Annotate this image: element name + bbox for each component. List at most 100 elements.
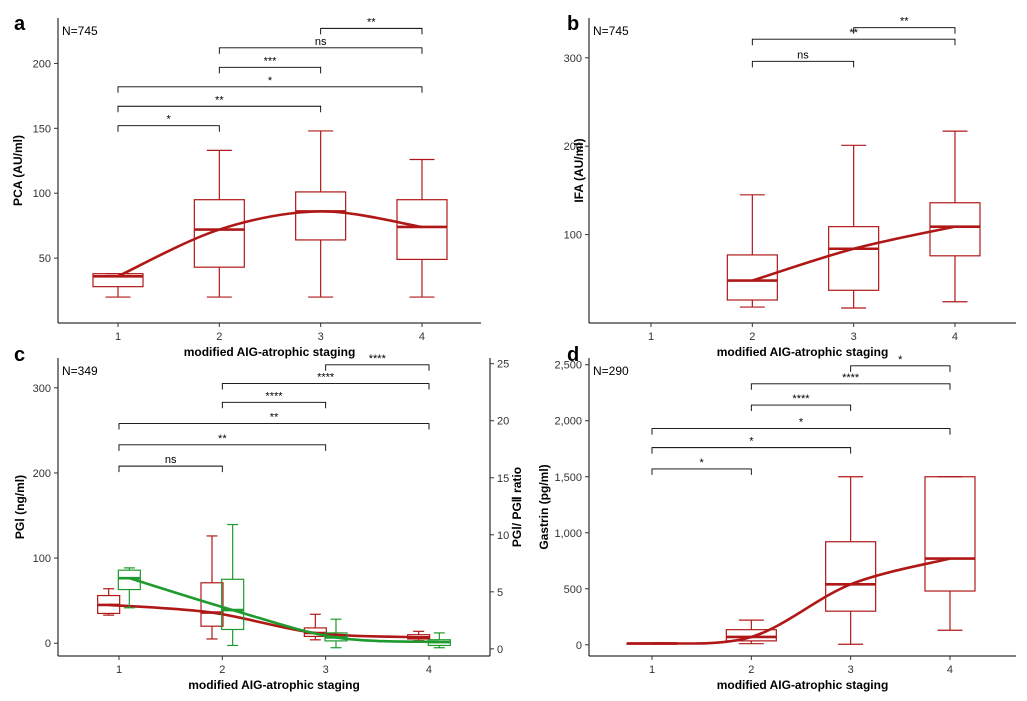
x-axis-title: modified AIG-atrophic staging bbox=[717, 345, 889, 359]
significance-bracket: *** bbox=[218, 55, 322, 74]
iqr-box bbox=[924, 476, 976, 592]
y2-tick-label: 15 bbox=[497, 473, 509, 485]
y-tick-label: 100 bbox=[33, 553, 51, 565]
iqr-box bbox=[929, 202, 981, 257]
y2-tick-label: 0 bbox=[497, 644, 503, 656]
box-box-1 bbox=[92, 273, 144, 298]
bracket-line bbox=[221, 401, 327, 409]
bracket-line bbox=[218, 66, 322, 74]
x-tick-label: 1 bbox=[649, 664, 655, 676]
y-tick-label: 200 bbox=[33, 468, 51, 480]
y-tick-label: 150 bbox=[33, 123, 51, 135]
iqr-box bbox=[117, 569, 141, 591]
panel-label: a bbox=[14, 13, 26, 35]
x-tick-label: 4 bbox=[419, 331, 425, 343]
x-tick-label: 3 bbox=[323, 664, 329, 676]
significance-label: **** bbox=[317, 372, 335, 384]
iqr-box bbox=[725, 629, 777, 642]
y-axis-title: Gastrin (pg/ml) bbox=[537, 464, 551, 549]
y-tick-label: 100 bbox=[33, 188, 51, 200]
x-tick-label: 4 bbox=[947, 664, 953, 676]
bracket-line bbox=[117, 125, 220, 132]
significance-bracket: **** bbox=[221, 390, 327, 409]
box-box-4 bbox=[924, 476, 976, 631]
bracket-line bbox=[118, 444, 327, 451]
significance-label: ** bbox=[367, 16, 376, 28]
significance-label: * bbox=[898, 354, 903, 366]
x-tick-label: 1 bbox=[648, 331, 654, 343]
bracket-line bbox=[651, 428, 951, 435]
significance-bracket: ** bbox=[751, 27, 956, 46]
panel-label: b bbox=[567, 13, 579, 35]
x-tick-label: 4 bbox=[426, 664, 432, 676]
series-0-box-2 bbox=[200, 535, 224, 640]
bracket-line bbox=[751, 38, 956, 46]
sample-size-annotation: N=745 bbox=[593, 24, 629, 38]
iqr-box bbox=[825, 541, 877, 612]
significance-label: ** bbox=[270, 412, 279, 424]
significance-bracket: **** bbox=[750, 393, 852, 412]
bracket-line bbox=[118, 423, 430, 430]
panel-label: c bbox=[14, 344, 25, 366]
trend-line-series-1 bbox=[128, 576, 440, 644]
y-tick-label: 2,500 bbox=[554, 360, 582, 372]
significance-label: * bbox=[799, 417, 804, 429]
significance-bracket: * bbox=[850, 354, 951, 372]
y-tick-label: 0 bbox=[45, 638, 51, 650]
y-tick-label: 1,500 bbox=[554, 472, 582, 484]
x-tick-label: 1 bbox=[115, 331, 121, 343]
bracket-line bbox=[750, 404, 852, 412]
y2-tick-label: 20 bbox=[497, 416, 509, 428]
y-tick-label: 100 bbox=[564, 230, 582, 242]
panel-c: 0 100 200 300 0 5 10 15 20 25 PGⅠ/ PGⅡ ratio 1 2 3 4 mo… bbox=[13, 344, 524, 692]
significance-label: ns bbox=[315, 36, 327, 48]
y-tick-label: 0 bbox=[576, 640, 582, 652]
significance-label: * bbox=[268, 75, 273, 87]
significance-bracket: ** bbox=[118, 412, 430, 430]
y2-axis-title: PGⅠ/ PGⅡ ratio bbox=[510, 467, 524, 547]
x-axis-title: modified AIG-atrophic staging bbox=[184, 345, 356, 359]
x-axis-title: modified AIG-atrophic staging bbox=[717, 678, 889, 692]
box-box-4 bbox=[929, 130, 981, 303]
y-tick-label: 500 bbox=[564, 584, 582, 596]
trend-line bbox=[651, 557, 951, 645]
series-1-box-3 bbox=[324, 618, 348, 649]
significance-bracket: * bbox=[651, 436, 852, 454]
y-axis-title: PGⅠ (ng/ml) bbox=[13, 475, 27, 539]
x-tick-label: 3 bbox=[318, 331, 324, 343]
bracket-line bbox=[117, 105, 322, 113]
significance-bracket: * bbox=[651, 417, 951, 435]
x-tick-label: 3 bbox=[848, 664, 854, 676]
y-tick-label: 300 bbox=[33, 383, 51, 395]
series-1-box-4 bbox=[427, 632, 451, 649]
y-tick-label: 200 bbox=[564, 141, 582, 153]
iqr-box bbox=[295, 191, 347, 241]
iqr-box bbox=[200, 582, 224, 627]
significance-label: ** bbox=[849, 27, 858, 39]
trend-line bbox=[751, 225, 956, 282]
significance-bracket: ns bbox=[118, 454, 223, 473]
series-0-box-1 bbox=[97, 588, 121, 616]
significance-bracket: * bbox=[117, 75, 423, 93]
significance-bracket: ns bbox=[751, 49, 855, 68]
bracket-line bbox=[850, 365, 951, 372]
bracket-line bbox=[853, 27, 956, 34]
y-axis-title: PCA (AU/ml) bbox=[11, 135, 25, 206]
bracket-line bbox=[118, 465, 223, 473]
iqr-box bbox=[726, 254, 778, 301]
x-tick-label: 2 bbox=[749, 331, 755, 343]
panel-d: 0 500 1,000 1,500 2,000 2,500 1 2 3 4 modified AIG… bbox=[537, 344, 1016, 692]
x-tick-label: 4 bbox=[952, 331, 958, 343]
significance-bracket: **** bbox=[221, 372, 430, 390]
box-box-3 bbox=[295, 130, 347, 298]
significance-bracket: * bbox=[117, 114, 220, 132]
significance-bracket: ns bbox=[218, 36, 423, 54]
x-tick-label: 3 bbox=[851, 331, 857, 343]
panel-b: 100 200 300 1 2 3 4 modified AIG-atrophic stagi… bbox=[564, 13, 1016, 359]
box-box-4 bbox=[396, 158, 448, 298]
x-tick-label: 2 bbox=[219, 664, 225, 676]
bracket-line bbox=[325, 364, 430, 371]
significance-label: ** bbox=[900, 16, 909, 28]
iqr-box bbox=[193, 199, 245, 268]
